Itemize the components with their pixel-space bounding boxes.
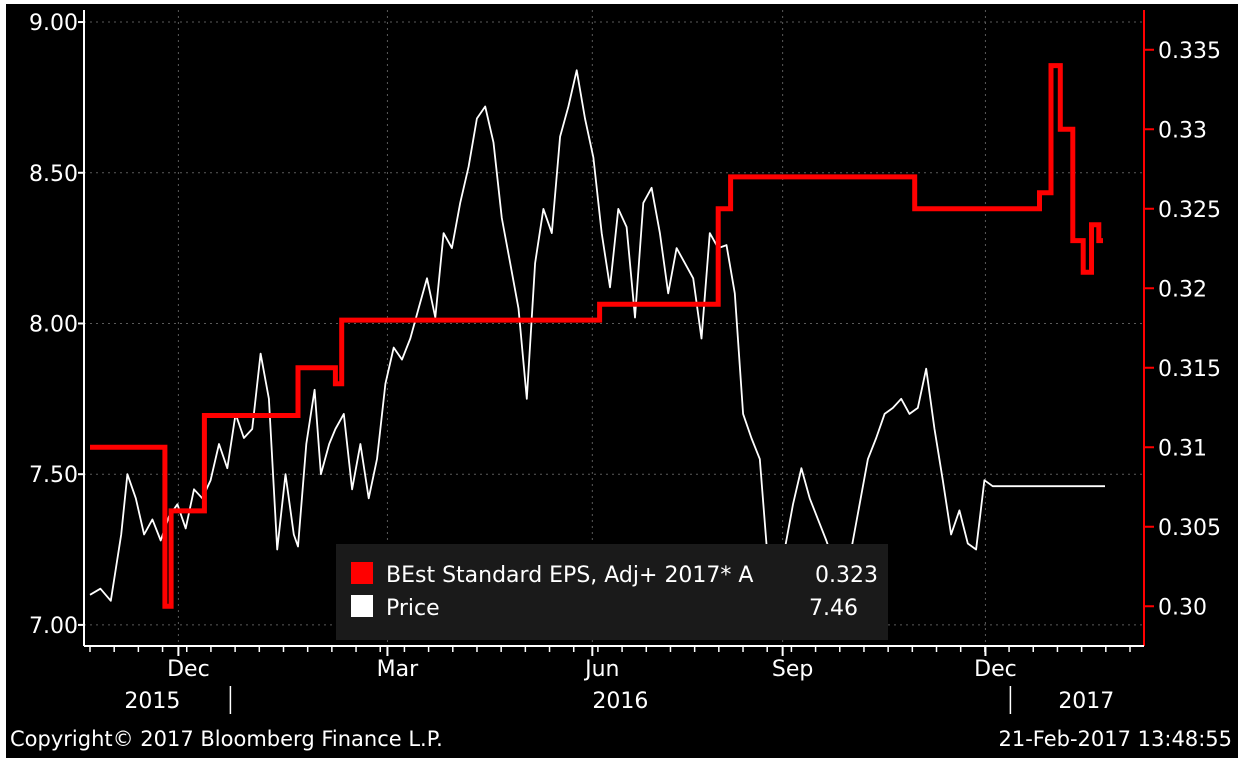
right-tick-label: 0.335 (1158, 39, 1221, 64)
legend-swatch-eps (351, 562, 373, 584)
right-tick-label: 0.315 (1158, 357, 1221, 382)
timestamp-text: 21-Feb-2017 13:48:55 (999, 727, 1233, 751)
series-layer (89, 63, 1105, 609)
x-tick-label: Dec (974, 657, 1017, 682)
chart-container: 7.00 7.50 8.00 8.50 9.00 0.30 0.305 0.31 0.315 0.… (6, 4, 1238, 758)
x-tick-label: Mar (377, 657, 419, 682)
right-tick-label: 0.33 (1158, 118, 1207, 143)
left-tick-label: 9.00 (29, 11, 78, 36)
right-tick-label: 0.31 (1158, 436, 1207, 461)
left-tick-label: 7.00 (29, 614, 78, 639)
right-tick-label: 0.32 (1158, 277, 1207, 302)
left-tick-label: 8.00 (29, 312, 78, 337)
right-tick-label: 0.30 (1158, 595, 1207, 620)
legend-swatch-price (351, 595, 373, 617)
right-tick-label: 0.325 (1158, 198, 1221, 223)
legend-label-eps: BEst Standard EPS, Adj+ 2017* A (386, 563, 753, 588)
legend: BEst Standard EPS, Adj+ 2017* A 0.323 Pr… (336, 544, 888, 640)
series-price-line (89, 69, 1105, 602)
left-tick-label: 8.50 (29, 162, 78, 187)
grid (84, 10, 1144, 646)
x-year-label: 2016 (592, 689, 648, 714)
legend-box (336, 544, 888, 640)
x-year-label: 2017 (1058, 689, 1114, 714)
legend-value-price: 7.46 (809, 596, 858, 621)
x-tick-label: Jun (583, 657, 619, 682)
legend-value-eps: 0.323 (815, 563, 878, 588)
price-eps-chart: 7.00 7.50 8.00 8.50 9.00 0.30 0.305 0.31 0.315 0.… (10, 10, 1233, 751)
series-eps-line (90, 63, 1103, 609)
legend-label-price: Price (386, 596, 440, 621)
x-tick-label: Sep (772, 657, 813, 682)
copyright-text: Copyright© 2017 Bloomberg Finance L.P. (10, 727, 443, 751)
left-tick-label: 7.50 (29, 463, 78, 488)
axes: 7.00 7.50 8.00 8.50 9.00 0.30 0.305 0.31 0.315 0.… (29, 10, 1221, 714)
x-year-label: 2015 (124, 689, 180, 714)
right-tick-label: 0.305 (1158, 516, 1221, 541)
x-tick-label: Dec (167, 657, 210, 682)
